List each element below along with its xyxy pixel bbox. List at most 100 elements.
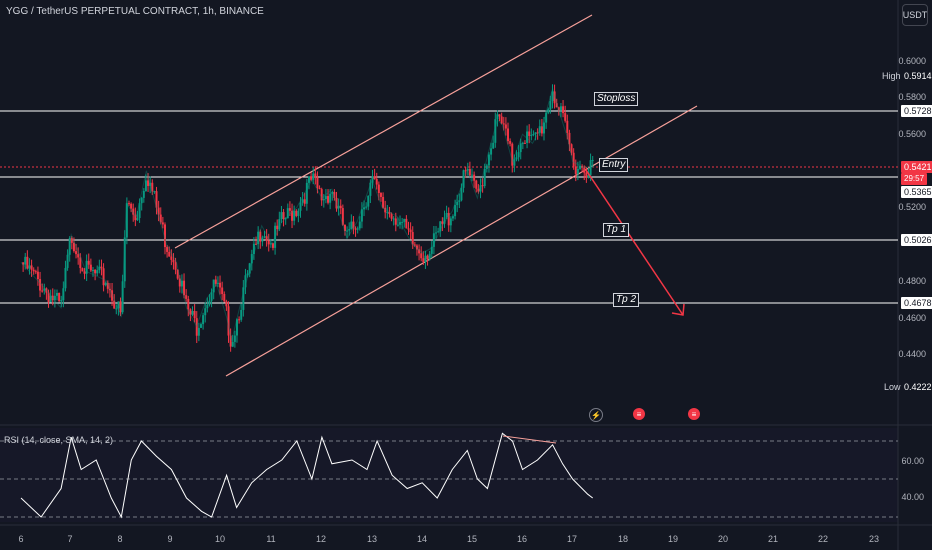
tp2-annotation[interactable]: Tp 2 [613, 293, 640, 307]
candle-body [47, 292, 50, 303]
candle-body [32, 269, 35, 272]
candle-body [100, 266, 103, 269]
candle-body [227, 306, 230, 336]
candle-body [481, 185, 484, 187]
channel-lower-line [225, 105, 698, 377]
candle-body [418, 249, 421, 254]
candle-body [176, 269, 179, 279]
candle-body [255, 243, 258, 245]
candle-body [422, 258, 425, 263]
candle-body [466, 169, 469, 171]
tp2-price-label: 0.4678 [901, 297, 932, 309]
candle-body [136, 218, 139, 221]
price-path [20, 86, 593, 342]
lightning-icon[interactable]: ⚡ [589, 408, 603, 422]
candle-body [451, 216, 454, 219]
candle-body [174, 262, 177, 270]
candle-body [430, 246, 433, 254]
candle-body [562, 106, 565, 114]
candle-body [468, 169, 471, 176]
flag-icon[interactable]: ≡ [633, 408, 645, 420]
candle-body [358, 221, 361, 229]
candle-body [566, 120, 569, 133]
candle-body [369, 182, 372, 196]
date-tick: 19 [667, 534, 679, 544]
candle-body [163, 224, 166, 248]
symbol-title[interactable]: YGG / TetherUS PERPETUAL CONTRACT, 1h, B… [6, 6, 264, 17]
candle-body [403, 218, 406, 222]
high-value-label: 0.5914 [901, 70, 932, 82]
candle-body [591, 160, 594, 162]
candle-body [449, 218, 452, 226]
candle-body [318, 187, 321, 190]
candle-body [341, 208, 344, 225]
date-tick: 21 [767, 534, 779, 544]
candle-body [278, 219, 281, 230]
candle-body [51, 295, 54, 301]
candle-body [401, 221, 404, 223]
candle-body [58, 292, 61, 301]
candle-body [432, 233, 435, 247]
stoploss-annotation[interactable]: Stoploss [594, 92, 639, 106]
candle-body [409, 229, 412, 233]
entry-annotation[interactable]: Entry [599, 158, 629, 172]
date-tick: 22 [817, 534, 829, 544]
candle-body [521, 142, 524, 144]
candle-body [420, 253, 423, 259]
candle-body [314, 173, 317, 178]
tp1-annotation[interactable]: Tp 1 [603, 223, 630, 237]
candle-body [555, 103, 558, 108]
candle-body [367, 195, 370, 207]
candle-body [113, 300, 116, 309]
candle-body [299, 202, 302, 211]
candle-body [310, 176, 313, 180]
tp1-price-label: 0.5026 [901, 234, 932, 246]
candle-body [102, 268, 105, 286]
candle-body [333, 192, 336, 198]
candle-body [479, 185, 482, 192]
candle-body [104, 282, 107, 286]
candle-body [392, 218, 395, 220]
candle-body [305, 182, 308, 204]
candle-body [66, 254, 69, 268]
candle-body [386, 212, 389, 214]
candle-body [221, 287, 224, 294]
candle-body [492, 142, 495, 149]
candle-body [324, 196, 327, 200]
candle-body [545, 112, 548, 123]
flag-icon[interactable]: ≡ [688, 408, 700, 420]
candle-body [500, 116, 503, 124]
candle-body [30, 265, 33, 270]
candle-body [43, 288, 46, 291]
candle-body [96, 270, 99, 274]
candle-body [316, 177, 319, 188]
candle-body [363, 207, 366, 210]
candle-body [291, 210, 294, 221]
candle-body [415, 245, 418, 250]
candle-body [252, 243, 255, 255]
candle-body [379, 193, 382, 197]
currency-button[interactable]: USDT [902, 4, 928, 26]
projection-arrow-head [671, 303, 685, 316]
candle-body [229, 335, 232, 347]
candle-body [301, 199, 304, 203]
candle-body [121, 281, 124, 313]
candle-body [123, 237, 126, 282]
candle-body [231, 341, 234, 347]
candle-body [98, 266, 101, 271]
candle-body [498, 114, 501, 117]
candle-body [151, 182, 154, 192]
candle-body [528, 131, 531, 136]
date-tick: 15 [466, 534, 478, 544]
projection-arrow-line [585, 169, 684, 316]
candle-body [216, 282, 219, 284]
rsi-indicator-title[interactable]: RSI (14, close, SMA, 14, 2) [4, 435, 114, 445]
candle-body [68, 238, 71, 255]
candle-body [166, 247, 169, 252]
date-tick: 11 [266, 534, 276, 544]
candle-body [87, 260, 90, 265]
price-tick: 0.4600 [898, 313, 926, 323]
candle-body [307, 176, 310, 183]
candle-body [259, 231, 262, 242]
